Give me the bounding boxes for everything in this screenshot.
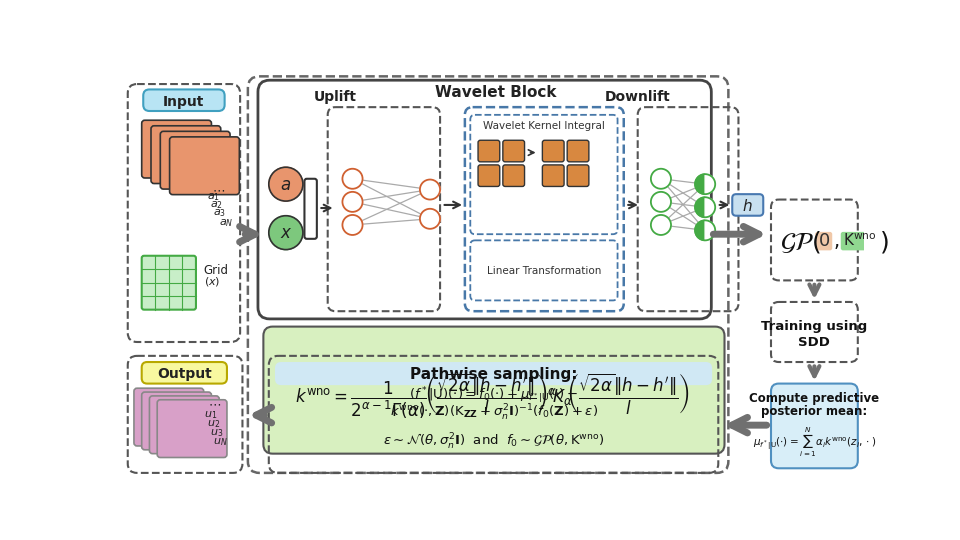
Text: $(f^*|\mathrm{U})(\cdot) = f_0(\cdot) + \mu_{f^*|\mathrm{U}}(\cdot) -$: $(f^*|\mathrm{U})(\cdot) = f_0(\cdot) + …: [409, 386, 578, 406]
Text: $\epsilon \sim \mathcal{N}(\theta, \sigma_n^2\mathbf{I})$  and  $f_0 \sim \mathc: $\epsilon \sim \mathcal{N}(\theta, \sigm…: [383, 432, 604, 452]
FancyBboxPatch shape: [478, 140, 500, 162]
Text: Linear Transformation: Linear Transformation: [487, 266, 601, 276]
Text: Wavelet Kernel Integral: Wavelet Kernel Integral: [483, 122, 605, 131]
FancyBboxPatch shape: [503, 165, 524, 186]
Text: $u_1$: $u_1$: [204, 409, 217, 421]
Text: $)$: $)$: [878, 229, 888, 255]
Text: $a_1$: $a_1$: [206, 191, 220, 203]
Text: posterior mean:: posterior mean:: [761, 405, 868, 418]
Text: Training using: Training using: [761, 320, 868, 333]
Circle shape: [651, 192, 671, 212]
FancyBboxPatch shape: [542, 140, 564, 162]
Text: $\cdots$: $\cdots$: [212, 183, 226, 196]
Text: $x$: $x$: [279, 225, 292, 242]
FancyBboxPatch shape: [134, 388, 204, 446]
FancyBboxPatch shape: [151, 126, 221, 184]
Text: $k^{\mathrm{wno}} = \dfrac{1}{2^{\alpha-1}\Gamma(\alpha)}\!\left(\dfrac{\sqrt{2\: $k^{\mathrm{wno}} = \dfrac{1}{2^{\alpha-…: [295, 371, 689, 421]
FancyBboxPatch shape: [567, 140, 588, 162]
Circle shape: [343, 215, 363, 235]
FancyBboxPatch shape: [142, 256, 196, 309]
Wedge shape: [695, 197, 706, 217]
Circle shape: [651, 215, 671, 235]
Text: $a_2$: $a_2$: [210, 199, 223, 211]
Text: $a$: $a$: [280, 176, 292, 194]
FancyBboxPatch shape: [275, 362, 712, 385]
Circle shape: [651, 168, 671, 189]
FancyBboxPatch shape: [732, 194, 763, 215]
Text: Downlift: Downlift: [605, 90, 671, 104]
Circle shape: [269, 167, 303, 201]
Text: $h$: $h$: [742, 198, 753, 214]
Wedge shape: [706, 197, 715, 217]
Text: SDD: SDD: [799, 335, 830, 348]
Circle shape: [420, 179, 440, 200]
FancyBboxPatch shape: [142, 392, 211, 450]
Text: $u_3$: $u_3$: [210, 427, 224, 439]
FancyBboxPatch shape: [157, 400, 227, 457]
Text: $k^{\mathrm{wno}}(\cdot, \mathbf{Z})(\mathrm{K}_{\mathbf{ZZ}} + \sigma_n^2\mathb: $k^{\mathrm{wno}}(\cdot, \mathbf{Z})(\ma…: [390, 403, 597, 423]
Text: Compute predictive: Compute predictive: [750, 393, 879, 406]
Text: $\mathit{0}$: $\mathit{0}$: [818, 232, 829, 250]
Text: Output: Output: [156, 367, 212, 381]
FancyBboxPatch shape: [263, 327, 725, 454]
Circle shape: [343, 168, 363, 189]
FancyBboxPatch shape: [771, 383, 858, 468]
Wedge shape: [706, 220, 715, 240]
FancyBboxPatch shape: [815, 232, 832, 251]
Circle shape: [420, 209, 440, 229]
Text: $\mathrm{K}^{\mathrm{wno}}$: $\mathrm{K}^{\mathrm{wno}}$: [843, 233, 876, 249]
FancyBboxPatch shape: [160, 131, 230, 189]
FancyBboxPatch shape: [542, 165, 564, 186]
Text: Wavelet Block: Wavelet Block: [435, 85, 557, 100]
Text: $a_N$: $a_N$: [219, 217, 233, 228]
FancyBboxPatch shape: [170, 137, 239, 194]
Wedge shape: [706, 174, 715, 194]
FancyBboxPatch shape: [478, 165, 500, 186]
Text: $(x)$: $(x)$: [204, 275, 220, 288]
Text: $a_3$: $a_3$: [213, 207, 226, 219]
Text: $\mathcal{GP}($: $\mathcal{GP}($: [780, 229, 821, 255]
Text: $u_2$: $u_2$: [206, 418, 220, 430]
Wedge shape: [695, 174, 706, 194]
Text: Pathwise sampling:: Pathwise sampling:: [410, 367, 577, 382]
Text: Grid: Grid: [204, 264, 228, 277]
FancyBboxPatch shape: [567, 165, 588, 186]
Wedge shape: [695, 220, 706, 240]
FancyBboxPatch shape: [142, 362, 227, 383]
Text: $u_N$: $u_N$: [213, 436, 228, 448]
Text: $,$: $,$: [833, 232, 839, 252]
Circle shape: [269, 215, 303, 249]
Text: Input: Input: [163, 94, 204, 109]
Text: Uplift: Uplift: [314, 90, 357, 104]
Circle shape: [343, 192, 363, 212]
FancyBboxPatch shape: [143, 90, 225, 111]
FancyBboxPatch shape: [304, 179, 317, 239]
FancyBboxPatch shape: [503, 140, 524, 162]
FancyBboxPatch shape: [150, 396, 219, 454]
FancyBboxPatch shape: [142, 120, 211, 178]
Text: $\mu_{f^*|\mathrm{U}}(\cdot) = \sum_{i=1}^{N}\alpha_i k^{\mathrm{wno}}(z_i,\cdot: $\mu_{f^*|\mathrm{U}}(\cdot) = \sum_{i=1…: [753, 426, 876, 458]
FancyBboxPatch shape: [841, 232, 878, 251]
Text: $\cdots$: $\cdots$: [207, 397, 221, 410]
